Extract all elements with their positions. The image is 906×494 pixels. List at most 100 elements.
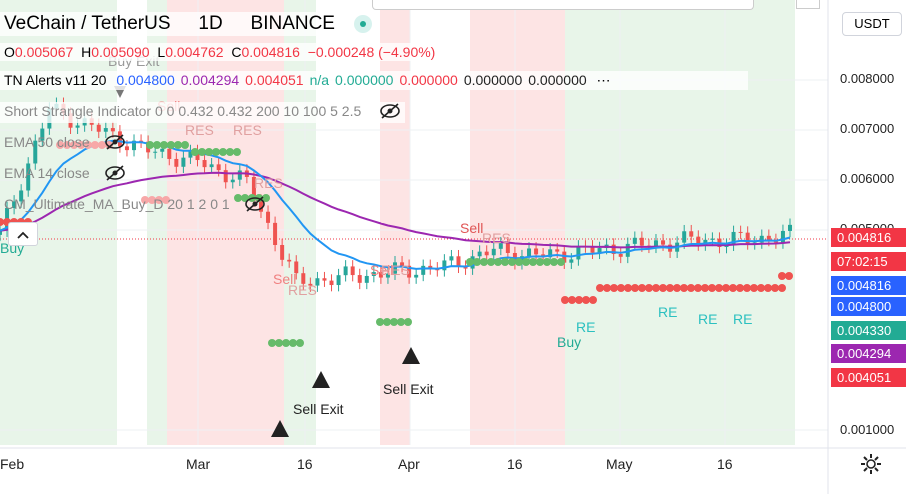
eye-hidden-icon[interactable] (104, 134, 126, 153)
sell-exit-label: Sell Exit (383, 381, 434, 397)
eye-hidden-icon[interactable] (244, 196, 266, 215)
candle (738, 231, 743, 233)
symbol-name[interactable]: VeChain / TetherUS (4, 13, 171, 34)
x-tick: Feb (0, 456, 25, 472)
open-label: O (4, 44, 15, 60)
ema14-line (0, 139, 791, 270)
interval-label[interactable]: 1D (198, 13, 223, 34)
close-value: 0.004816 (241, 44, 300, 60)
res-label: RES (288, 282, 317, 298)
collapse-legend-button[interactable] (8, 222, 38, 246)
re-label: RE (658, 304, 677, 320)
indicator-ema14[interactable]: EMA 14 close (0, 164, 130, 185)
signal-dot (70, 141, 78, 149)
candle (153, 151, 158, 153)
chart-settings-button[interactable] (859, 452, 883, 476)
signal-dot (508, 258, 516, 266)
indicator-value: 0.000000 (463, 72, 523, 88)
signal-dot (529, 258, 537, 266)
signal-dot (708, 284, 716, 292)
indicator-tn-alerts[interactable]: TN Alerts v11 20 0.004800 0.004294 0.00405… (0, 71, 748, 90)
sell-label: Sell (273, 271, 296, 287)
indicator-value: 0.000000 (399, 72, 458, 88)
indicator-ema50[interactable]: EMA 50 close (0, 133, 130, 154)
candle (527, 248, 532, 257)
candle (597, 248, 602, 253)
signal-dot (148, 196, 156, 204)
signal-dot (659, 284, 667, 292)
buy-label: Buy (557, 334, 581, 350)
signal-dot (160, 141, 168, 149)
candle (378, 272, 383, 278)
signal-dot (764, 284, 772, 292)
candle (689, 231, 694, 237)
indicator-values: 0.004800 0.004294 0.004051 n/a 0.000000 0.000… (110, 72, 586, 88)
candle (132, 140, 137, 151)
signal-dot (155, 196, 163, 204)
signal-dot (63, 141, 71, 149)
res-label: RES (482, 230, 511, 246)
high-value: 0.005090 (91, 44, 150, 60)
low-value: 0.004762 (165, 44, 224, 60)
signal-dot (638, 284, 646, 292)
candle (590, 246, 595, 253)
candle (780, 230, 785, 243)
signal-dot (778, 284, 786, 292)
signal-dot (550, 258, 558, 266)
candle (202, 160, 207, 168)
price-tag: 07:02:15 (831, 252, 906, 271)
candle (343, 266, 348, 276)
candle (477, 251, 482, 257)
indicator-short-strangle[interactable]: Short Strangle Indicator 0 0 0.432 0.432… (0, 102, 406, 123)
candle (555, 249, 560, 252)
candle (632, 237, 637, 244)
candle (195, 151, 200, 161)
candle (421, 265, 426, 275)
candle (759, 235, 764, 243)
candle (19, 190, 24, 202)
signal-dot (666, 284, 674, 292)
signal-dot (91, 141, 99, 149)
sell-exit-label: Sell Exit (293, 401, 344, 417)
signal-dot (404, 318, 412, 326)
candle (117, 131, 122, 147)
signal-dot (233, 148, 241, 156)
signal-dot (275, 339, 283, 347)
candle (301, 273, 306, 284)
eye-hidden-icon[interactable] (104, 165, 126, 184)
change-value: −0.000248 (−4.90%) (307, 44, 436, 60)
candle (181, 157, 186, 167)
ohlc-row: O0.005067 H0.005090 L0.004762 C0.004816 … (0, 43, 440, 61)
signal-dot (191, 148, 199, 156)
more-icon[interactable]: ⋯ (596, 72, 611, 88)
ema50-line (0, 171, 791, 249)
signal-dot (617, 284, 625, 292)
candle (12, 201, 17, 208)
signal-dot (603, 284, 611, 292)
candle (491, 248, 496, 256)
candle (407, 265, 412, 278)
indicator-name: EMA 14 close (4, 165, 90, 182)
signal-dot (557, 258, 565, 266)
candle (400, 262, 405, 266)
candle (463, 266, 468, 269)
chevron-up-icon (17, 227, 29, 245)
candle (308, 283, 313, 286)
candle (223, 170, 228, 183)
top-right-button[interactable] (796, 0, 820, 9)
candle (371, 272, 376, 276)
signal-dot (715, 284, 723, 292)
currency-button[interactable]: USDT (842, 12, 902, 36)
signal-dot (536, 258, 544, 266)
top-toolbar-fragment[interactable] (372, 0, 754, 10)
signal-dot (673, 284, 681, 292)
candle (766, 235, 771, 240)
signal-dot (466, 258, 474, 266)
indicator-cm-ultimate[interactable]: CM_Ultimate_MA_Buy_D 20 1 2 0 1 (0, 195, 270, 216)
signal-dot (736, 284, 744, 292)
candle (788, 224, 792, 231)
eye-hidden-icon[interactable] (379, 103, 401, 122)
candle (393, 262, 397, 274)
exchange-label: BINANCE (250, 13, 335, 34)
sell-exit-marker (271, 420, 289, 437)
